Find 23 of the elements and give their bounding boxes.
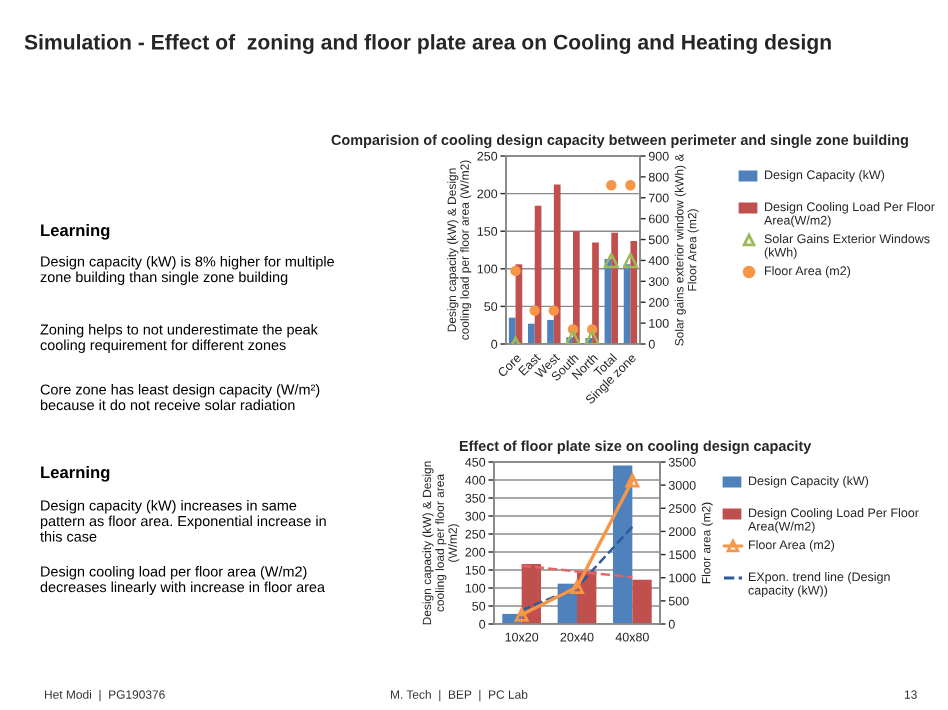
point xyxy=(514,607,529,622)
point xyxy=(548,305,560,316)
text: Simulation - Effect of zoning and floor plate area on Cooling and Heating design xyxy=(24,34,831,54)
point xyxy=(584,329,600,344)
bar xyxy=(630,240,638,344)
text: Learning xyxy=(41,224,110,240)
bar xyxy=(547,319,554,344)
point xyxy=(510,265,521,277)
point xyxy=(625,180,636,191)
point xyxy=(565,329,581,344)
bar xyxy=(611,232,618,344)
point xyxy=(625,473,640,488)
bar xyxy=(553,184,561,344)
point xyxy=(603,252,620,269)
text: Learning xyxy=(41,466,110,482)
point xyxy=(606,180,617,191)
bar xyxy=(632,579,652,624)
point xyxy=(622,252,639,269)
point xyxy=(570,580,584,594)
bar xyxy=(528,323,535,344)
point xyxy=(529,305,540,316)
bar xyxy=(573,231,580,344)
bar xyxy=(508,317,516,344)
